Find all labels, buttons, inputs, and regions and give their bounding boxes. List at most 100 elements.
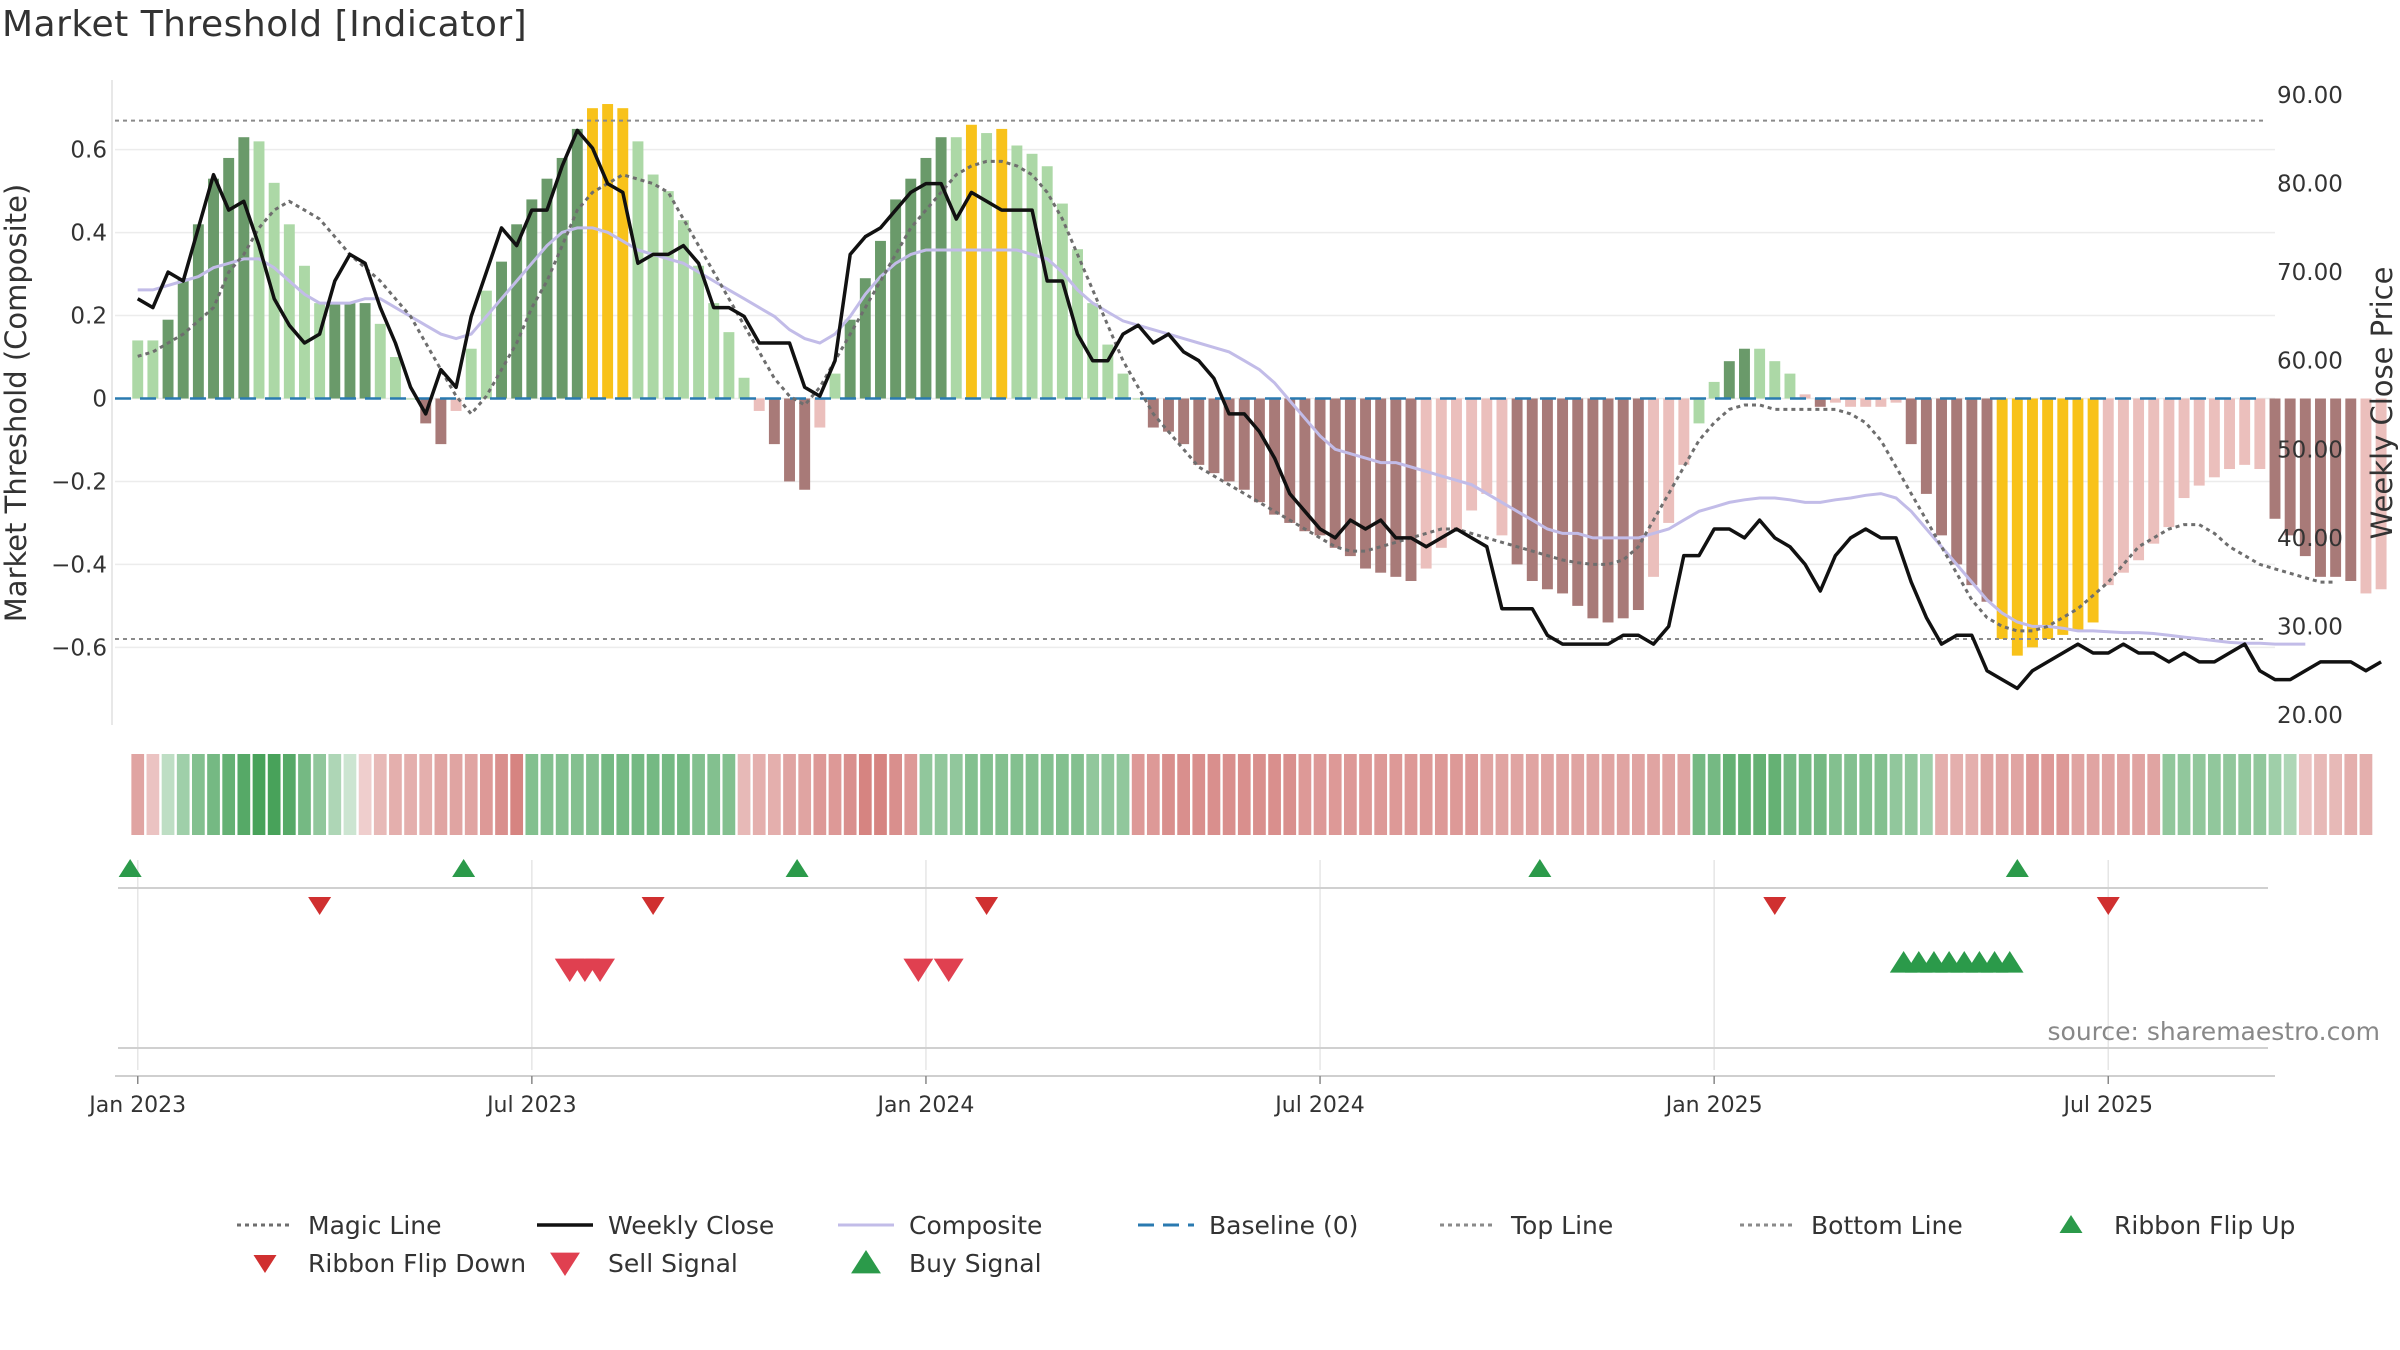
- composite-bar: [1632, 398, 1644, 611]
- ribbon-cell: [2223, 754, 2236, 835]
- composite-bar: [192, 224, 204, 399]
- ribbon-cell: [176, 754, 190, 835]
- composite-bar: [162, 319, 174, 399]
- ribbon-cell: [237, 754, 251, 835]
- ribbon-cell: [1328, 754, 1342, 835]
- composite-bar: [2057, 398, 2069, 635]
- x-tick-label-5: Jul 2025: [2061, 1093, 2153, 1118]
- ribbon-cell: [1237, 754, 1251, 835]
- grid-lines: [115, 148, 2275, 1070]
- composite-bar: [1678, 398, 1690, 465]
- ribbon-cell: [2283, 754, 2297, 835]
- ribbon-cell: [2056, 754, 2070, 835]
- legend-label: Magic Line: [308, 1211, 442, 1240]
- source-text: source: sharemaestro.com: [2048, 1017, 2381, 1046]
- ribbon-cell: [570, 754, 584, 835]
- composite-bar: [450, 398, 462, 411]
- ribbon-cell: [2329, 754, 2342, 835]
- ribbon-cell: [1131, 754, 1145, 835]
- composite-bar: [950, 137, 962, 399]
- composite-bar: [465, 348, 477, 399]
- ribbon-cell: [2132, 754, 2145, 835]
- ribbon-cell: [616, 754, 630, 835]
- ribbon-cell: [1071, 754, 1084, 835]
- composite-bar: [1587, 398, 1599, 619]
- composite-bar: [1557, 398, 1569, 594]
- ribbon-cell: [2101, 754, 2115, 835]
- x-tick-label-0: Jan 2023: [87, 1093, 186, 1118]
- ribbon-cell: [813, 754, 827, 835]
- ribbon-cell: [1601, 754, 1615, 835]
- composite-bar: [996, 128, 1008, 399]
- legend-label: Sell Signal: [608, 1249, 738, 1278]
- composite-bar: [1344, 398, 1356, 557]
- ribbon-cell: [1359, 754, 1372, 835]
- composite-bar: [1314, 398, 1326, 536]
- composite-bar: [602, 104, 614, 399]
- composite-bar: [1208, 398, 1220, 474]
- ribbon-cell: [1086, 754, 1100, 835]
- composite-bar: [1223, 398, 1235, 482]
- ribbon-cell: [2359, 754, 2373, 835]
- ribbon-cell: [358, 754, 372, 835]
- composite-bar: [299, 265, 310, 399]
- ribbon-cell: [1480, 754, 1494, 835]
- composite-bar: [890, 199, 902, 399]
- composite-bar: [1981, 398, 1993, 602]
- ribbon-cell: [404, 754, 417, 835]
- composite-bar: [1572, 398, 1584, 606]
- regime-ribbon: [131, 754, 2373, 835]
- ribbon-cell: [874, 754, 887, 835]
- legend-label: Composite: [909, 1211, 1042, 1240]
- composite-bar: [2208, 398, 2220, 478]
- composite-bar: [1496, 398, 1508, 536]
- composite-bar: [2299, 398, 2311, 557]
- composite-bar: [1890, 398, 1902, 403]
- ribbon-cell: [555, 754, 569, 835]
- ribbon-cell: [843, 754, 857, 835]
- ribbon-flip-up-marker: [118, 859, 142, 877]
- composite-bar: [1996, 398, 2008, 640]
- legend-label: Ribbon Flip Up: [2114, 1211, 2295, 1240]
- sell-signal-marker: [933, 958, 964, 982]
- ribbon-cell: [525, 754, 539, 835]
- ribbon-cell: [646, 754, 660, 835]
- ribbon-cell: [313, 754, 326, 835]
- composite-bar: [2254, 398, 2266, 470]
- x-tick-label-4: Jan 2025: [1664, 1093, 1763, 1118]
- composite-bar: [2117, 398, 2129, 573]
- ribbon-cell: [328, 754, 342, 835]
- composite-bar: [2148, 398, 2160, 544]
- ribbon-cell: [1283, 754, 1297, 835]
- legend-label: Top Line: [1510, 1211, 1613, 1240]
- composite-bar: [283, 224, 295, 399]
- right-tick-label-3: 60.00: [2277, 349, 2343, 375]
- ribbon-flip-down-marker: [308, 897, 332, 915]
- composite-bar: [132, 340, 144, 399]
- ribbon-cell: [495, 754, 508, 835]
- composite-bar: [1648, 398, 1659, 577]
- ribbon-cell: [980, 754, 993, 835]
- composite-bar: [935, 137, 947, 399]
- ribbon-cell: [2071, 754, 2085, 835]
- ribbon-flip-down-marker: [975, 897, 999, 915]
- ribbon-cell: [965, 754, 978, 835]
- y-axis-label-left: Market Threshold (Composite): [0, 184, 33, 622]
- buy-signal-marker: [1995, 951, 2024, 973]
- ribbon-cell: [1904, 754, 1918, 835]
- composite-bar: [693, 265, 705, 399]
- ribbon-flip-down-marker: [2096, 897, 2120, 915]
- legend-item-bottom: Bottom Line: [1740, 1211, 1963, 1240]
- right-tick-label-7: 20.00: [2277, 703, 2343, 729]
- ribbon-cell: [692, 754, 705, 835]
- ribbon-cell: [934, 754, 948, 835]
- ribbon-cell: [434, 754, 448, 835]
- composite-bar: [2133, 398, 2145, 561]
- composite-bar: [784, 398, 795, 482]
- legend-label: Bottom Line: [1811, 1211, 1963, 1240]
- ribbon-cell: [1920, 754, 1933, 835]
- composite-bar: [238, 137, 250, 399]
- composite-bar: [359, 303, 371, 399]
- right-tick-label-4: 50.00: [2277, 437, 2343, 463]
- composite-bar: [920, 157, 932, 399]
